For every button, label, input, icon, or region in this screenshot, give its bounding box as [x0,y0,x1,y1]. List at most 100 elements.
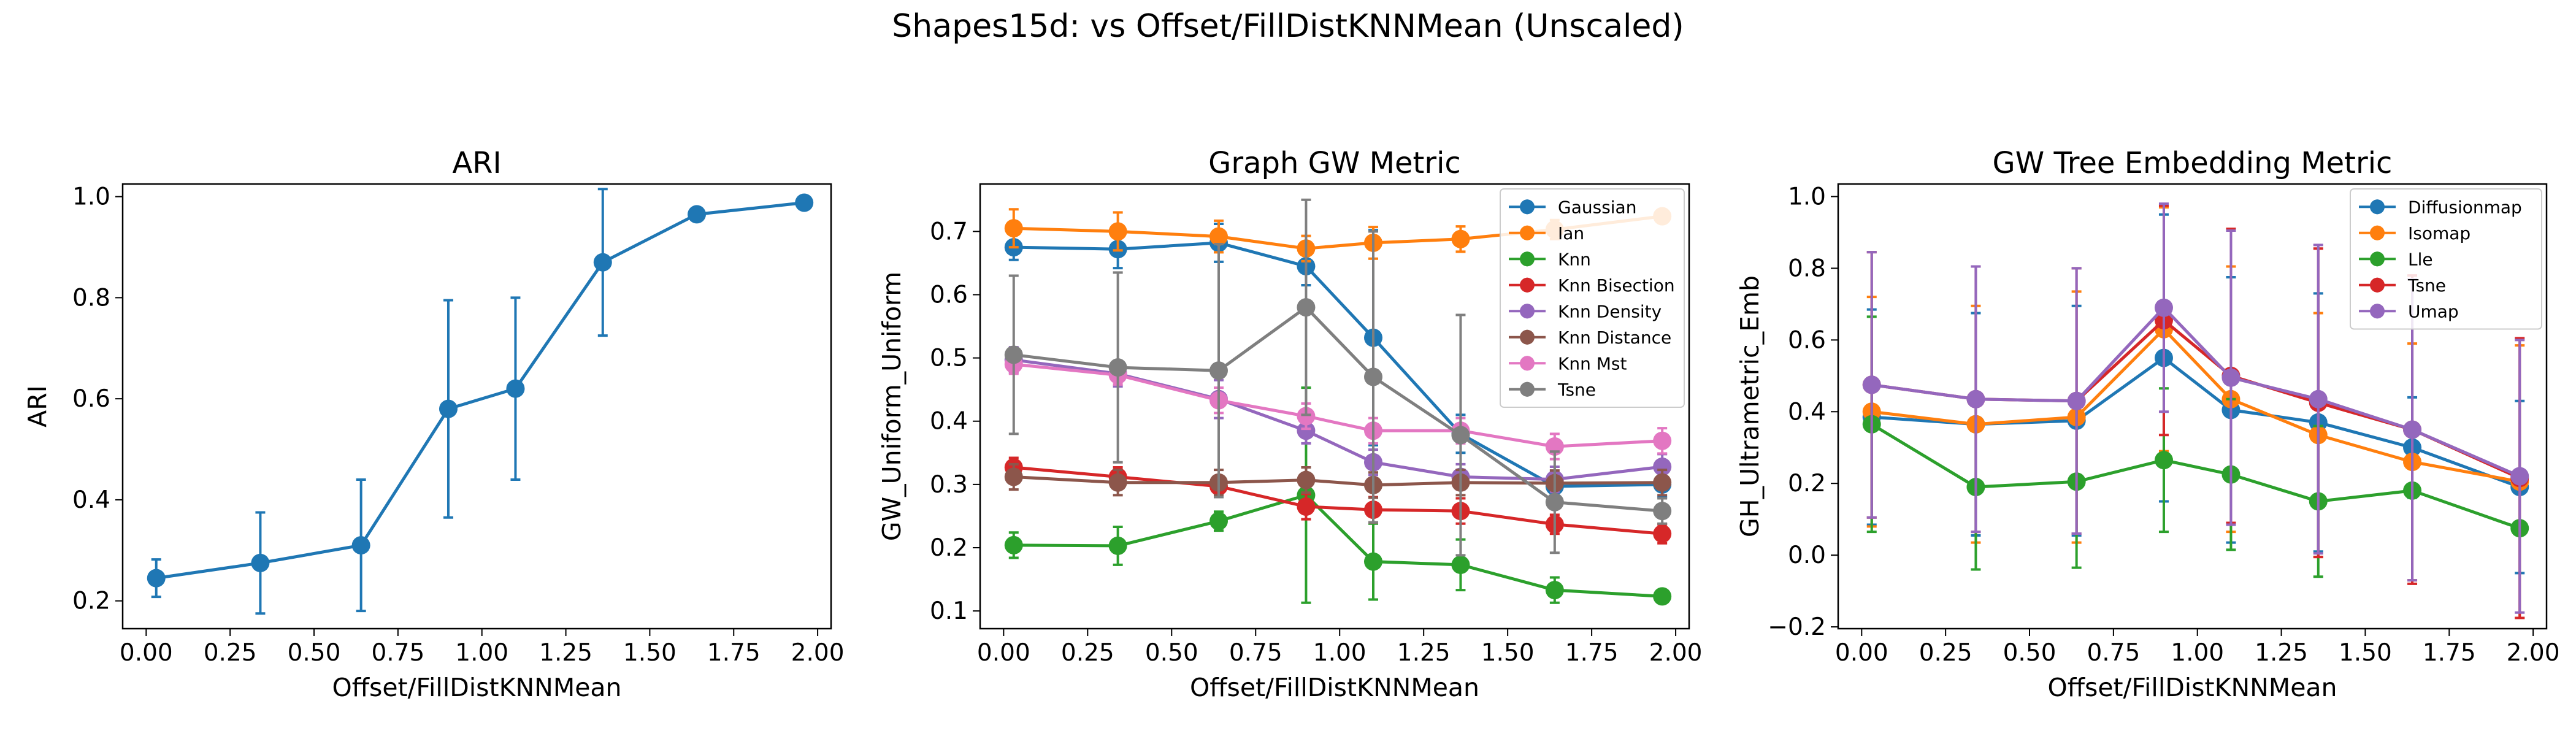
data-point [1108,222,1127,241]
y-tick-label: 0.2 [930,534,968,562]
y-tick-label: 0.0 [1788,542,1826,569]
data-point [1653,524,1672,543]
y-tick-label: 0.4 [72,486,110,514]
x-tick-label: 1.75 [1565,639,1619,667]
chart-panel-3: GW Tree Embedding Metric 0.00 0.25 0.50 0.75… [1735,146,2560,702]
x-tick-label: 2.00 [2507,639,2560,667]
y-tick-label: 0.6 [1788,326,1826,354]
data-point [2510,467,2529,486]
legend: Diffusionmap Isomap Lle Tsne Umap [2350,188,2542,330]
x-tick-label: 0.75 [1229,639,1282,667]
data-point [1451,555,1470,574]
legend-swatch-marker [1520,304,1535,319]
data-point [1297,407,1316,426]
legend-label: Tsne [1557,380,1596,400]
chart-title: Graph GW Metric [1208,146,1461,180]
legend-item: Isomap [2359,223,2471,243]
legend: Gaussian Ian Knn Knn Bisection Knn Density Kn… [1500,188,1685,408]
data-point [1545,581,1564,600]
chart-title: GW Tree Embedding Metric [1993,146,2393,180]
chart-panel-2: Graph GW Metric 0.00 0.25 0.50 0.75 1.00 1.25 1… [877,146,1703,702]
legend-item: Knn [1509,249,1591,269]
data-point [351,536,370,555]
legend-item: Knn Mst [1509,353,1627,374]
x-axis-label: Offset/FillDistKNNMean [2047,673,2337,702]
legend-label: Lle [2408,249,2433,269]
legend-item: Umap [2359,301,2459,321]
legend-item: Diffusionmap [2359,197,2522,217]
series-line [1013,493,1663,598]
data-point [1653,473,1672,492]
x-tick-label: 1.25 [1397,639,1451,667]
axes-frame [1837,183,2548,630]
legend-label: Knn Mst [1558,353,1627,374]
legend-swatch-marker [1520,225,1535,240]
data-point [1451,229,1470,248]
legend-swatch-marker [1520,329,1535,345]
legend-box [2350,188,2542,330]
x-tick-label: 0.75 [371,639,424,667]
x-axis-label: Offset/FillDistKNNMean [332,673,621,702]
legend-label: Gaussian [1558,197,1636,217]
y-tick-label: 0.8 [1788,255,1826,282]
data-point [1108,358,1127,377]
axes-frame [121,183,832,630]
legend-label: Isomap [2408,223,2471,243]
y-tick-label: −0.2 [1768,613,1826,641]
legend-item: Knn Bisection [1509,275,1675,296]
x-tick-label: 0.25 [1919,639,1972,667]
legend-swatch-marker [1520,381,1535,397]
y-tick-label: 0.1 [930,597,968,625]
legend-item: Gaussian [1509,197,1636,217]
y-tick-label: 0.3 [930,471,968,499]
series-line [1871,423,2521,530]
legend-swatch-marker [1520,356,1535,371]
data-point [1966,389,1985,408]
legend-label: Knn [1558,249,1591,269]
data-point [147,569,166,588]
panels: ARI 0.00 0.25 0.50 0.75 1.00 1.25 1.50 1.75 2.00 0… [23,146,2560,702]
y-tick-label: 0.2 [1788,470,1826,497]
data-point [1451,426,1470,445]
data-point [1653,431,1672,450]
legend-swatch-marker [2370,251,2385,267]
series-line [1871,306,2521,478]
data-point [1209,361,1228,380]
data-point [2067,391,2086,410]
y-tick-label: 0.8 [72,284,110,312]
data-point [1297,497,1316,516]
data-point [1364,552,1383,571]
data-point [1653,502,1672,521]
data-point [688,205,707,224]
data-point [1004,345,1023,364]
y-tick-label: 0.6 [930,281,968,309]
legend-label: Knn Distance [1558,328,1671,348]
x-tick-label: 1.00 [2171,639,2224,667]
legend-swatch-marker [1520,199,1535,215]
legend-label: Umap [2408,301,2459,321]
x-tick-label: 1.00 [455,639,508,667]
series-tsne [1004,198,1672,557]
x-tick-label: 0.00 [120,639,173,667]
x-tick-label: 0.50 [1145,639,1198,667]
y-tick-label: 0.6 [72,385,110,413]
y-tick-label: 1.0 [72,183,110,211]
x-tick-label: 1.75 [2423,639,2476,667]
data-point [439,399,458,418]
legend-label: Tsne [2407,275,2446,296]
y-tick-label: 0.7 [930,218,968,245]
data-point [2309,389,2328,408]
legend-item: Lle [2359,249,2433,269]
y-axis-label: GH_Ultrametric_Emb [1735,275,1765,537]
data-point [1297,470,1316,489]
x-tick-label: 0.00 [977,639,1030,667]
x-tick-label: 1.00 [1313,639,1367,667]
data-point [2403,420,2422,439]
data-point [2221,368,2241,387]
x-tick-label: 0.25 [204,639,257,667]
data-point [1209,512,1228,531]
x-tick-label: 1.25 [2255,639,2308,667]
y-tick-label: 0.4 [1788,398,1826,426]
